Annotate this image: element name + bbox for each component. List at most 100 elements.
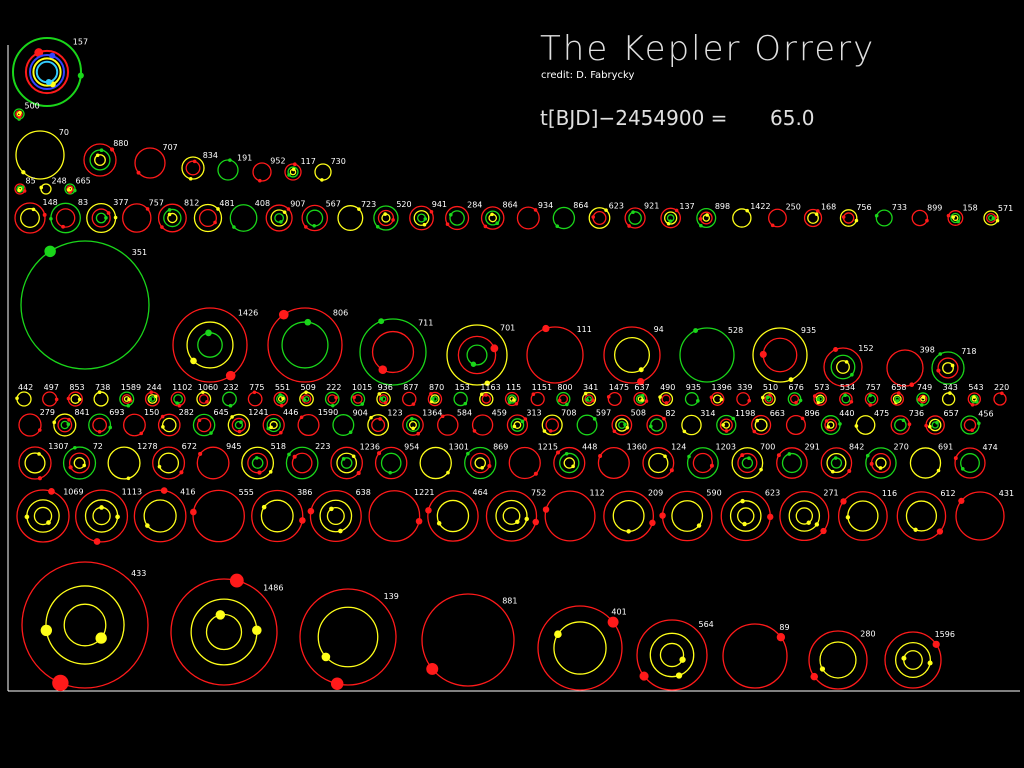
planet <box>369 415 373 420</box>
planet <box>745 208 749 213</box>
orbit <box>474 457 487 469</box>
planet-system: 718 <box>931 347 976 385</box>
orbit <box>731 447 764 479</box>
system-label: 543 <box>968 383 983 392</box>
planet <box>145 523 150 528</box>
planet <box>765 395 770 400</box>
planet <box>815 209 820 213</box>
orbit <box>314 163 332 181</box>
planet-system: 248 <box>39 176 67 195</box>
orbit <box>466 344 488 366</box>
planet-system: 111 <box>526 324 592 384</box>
orbit <box>75 489 129 543</box>
planet-system: 657 <box>924 409 959 435</box>
orbit <box>659 642 685 668</box>
planet-system: 701 <box>446 324 515 386</box>
system-label: 657 <box>944 409 959 418</box>
planet <box>228 158 232 162</box>
orbit <box>823 347 863 387</box>
planet <box>878 466 883 470</box>
planet <box>292 162 297 167</box>
orbit <box>92 417 108 433</box>
planet-system: 148 <box>14 198 58 234</box>
planet <box>776 633 786 642</box>
planet <box>38 428 42 432</box>
system-label: 707 <box>163 143 178 152</box>
system-label: 623 <box>609 201 624 210</box>
planet <box>850 372 854 377</box>
planet <box>865 453 870 458</box>
orbit <box>50 202 81 234</box>
system-label: 637 <box>634 383 649 392</box>
planet-system: 83 <box>49 198 88 234</box>
orbit <box>903 650 923 670</box>
planet <box>312 224 316 228</box>
system-label: 232 <box>223 383 238 392</box>
planet <box>649 519 656 527</box>
orbit <box>260 499 294 533</box>
system-label: 638 <box>356 488 371 497</box>
orbit <box>55 208 76 228</box>
orbit <box>969 394 979 404</box>
planet <box>37 476 43 481</box>
planet-system: 707 <box>134 143 178 179</box>
planet-system: 623 <box>720 489 780 542</box>
system-label: 718 <box>961 347 976 356</box>
system-label: 85 <box>26 176 36 185</box>
orbit <box>681 414 702 436</box>
orbit <box>57 417 73 433</box>
system-label: 72 <box>93 442 103 451</box>
system-label: 952 <box>270 156 285 165</box>
planet <box>279 430 283 435</box>
planet <box>257 470 262 475</box>
planet <box>592 417 597 421</box>
planet <box>812 394 817 398</box>
orbit <box>284 163 302 181</box>
planet-system: 1236 <box>330 442 380 480</box>
system-label: 475 <box>874 409 889 418</box>
system-label: 1163 <box>480 383 500 392</box>
orbit <box>642 447 675 479</box>
planet <box>109 147 115 152</box>
planet <box>970 428 974 432</box>
planet-system: 508 <box>611 409 646 436</box>
planet <box>869 461 874 466</box>
planet <box>554 630 562 638</box>
planet <box>126 403 131 408</box>
planet-system: 398 <box>886 346 935 388</box>
orbit <box>830 354 856 380</box>
planet-system: 1015 <box>350 383 372 407</box>
system-label: 123 <box>387 408 402 417</box>
planet-system: 658 <box>890 383 907 406</box>
system-label: 158 <box>963 204 978 213</box>
orbit <box>485 490 538 542</box>
orbit <box>737 452 758 474</box>
planet <box>445 222 450 227</box>
planet <box>747 398 752 403</box>
orbit <box>84 499 119 533</box>
orbit <box>931 351 965 385</box>
planet-system: 158 <box>946 204 978 226</box>
planet <box>591 215 595 219</box>
orbit <box>35 60 59 84</box>
orbit <box>556 391 571 407</box>
planet-system: 1426 <box>172 307 258 383</box>
planet-system: 812 <box>157 199 199 233</box>
orbit <box>937 357 959 379</box>
system-label: 70 <box>59 128 69 137</box>
orbit <box>380 452 402 474</box>
orbit <box>181 156 205 180</box>
orbit <box>33 506 53 526</box>
planet-system: 244 <box>144 383 162 407</box>
orbit <box>449 210 465 226</box>
orbit <box>603 490 655 542</box>
system-label: 1396 <box>711 383 731 392</box>
planet <box>731 416 736 421</box>
system-label: 534 <box>840 383 855 392</box>
orbit <box>779 490 830 542</box>
planet-system: 112 <box>542 488 605 542</box>
orbit <box>281 321 329 369</box>
planet-system: 691 <box>909 443 953 479</box>
orbit <box>198 208 217 228</box>
orbit <box>196 446 230 480</box>
